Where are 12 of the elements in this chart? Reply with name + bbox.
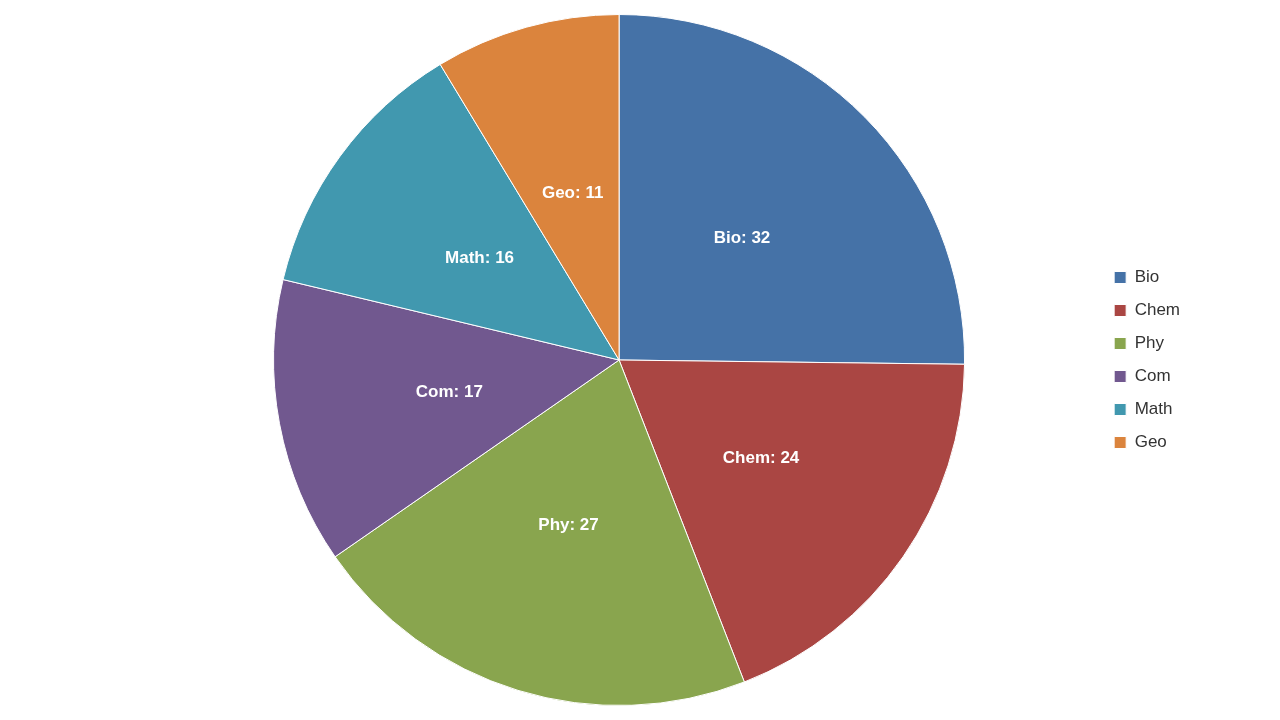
data-label: Phy: 27: [538, 514, 599, 534]
legend-label: Phy: [1134, 333, 1165, 353]
legend-label: Bio: [1134, 267, 1160, 287]
data-label: Math: 16: [445, 247, 515, 267]
data-label: Geo: 11: [541, 183, 604, 203]
legend-label: Math: [1134, 399, 1173, 419]
legend-label: Geo: [1134, 432, 1167, 452]
legend-label: Chem: [1134, 300, 1181, 320]
legend-label: Com: [1134, 366, 1171, 386]
data-label: Com: 17: [415, 381, 483, 401]
data-label: Bio: 32: [713, 228, 771, 248]
data-label: Chem: 24: [722, 448, 800, 468]
